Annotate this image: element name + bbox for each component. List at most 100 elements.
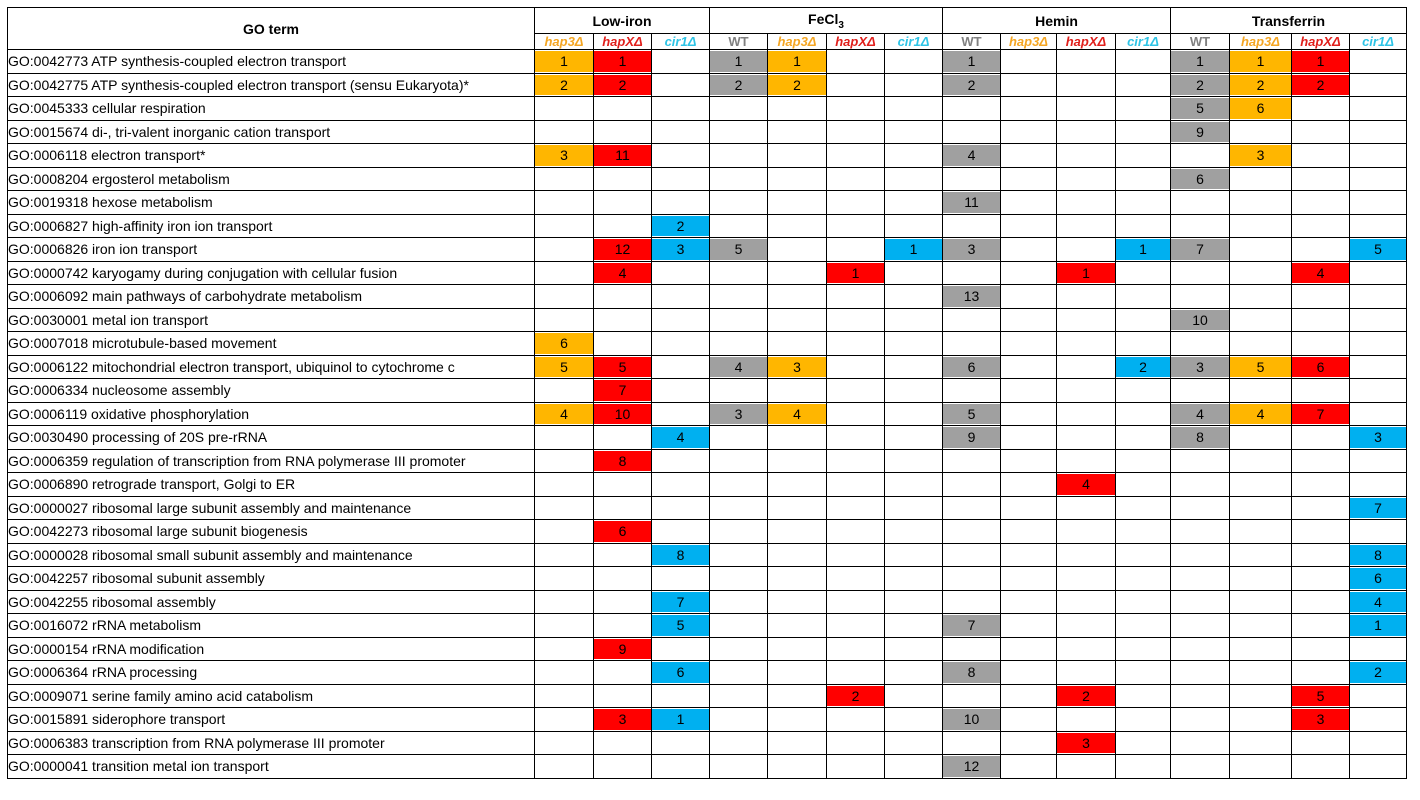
rank-cell (1056, 49, 1116, 74)
rank-cell (826, 237, 885, 262)
rank-cell (534, 378, 594, 403)
rank-cell (1056, 566, 1116, 591)
rank-cell (826, 307, 885, 332)
rank-cell (651, 754, 710, 779)
rank-cell (1056, 448, 1116, 473)
table-row: GO:0006383 transcription from RNA polyme… (7, 730, 1407, 755)
rank-cell (534, 636, 594, 661)
rank-mark-cir1: 2 (652, 215, 709, 236)
rank-cell: 4 (1229, 401, 1292, 426)
go-term-label: GO:0000041 transition metal ion transpor… (7, 754, 535, 779)
rank-cell: 6 (1291, 354, 1350, 379)
rank-cell (534, 707, 594, 732)
rank-cell (1056, 213, 1116, 238)
rank-cell: 10 (1170, 307, 1230, 332)
rank-cell (942, 166, 1001, 191)
rank-cell: 6 (651, 660, 710, 685)
rank-cell (767, 636, 827, 661)
rank-cell: 5 (593, 354, 652, 379)
rank-cell (942, 683, 1001, 708)
rank-mark-wt: 9 (943, 427, 1000, 448)
rank-cell (1000, 636, 1057, 661)
rank-cell (534, 613, 594, 638)
rank-cell: 12 (593, 237, 652, 262)
rank-mark-cir1: 8 (652, 544, 709, 565)
rank-cell (709, 542, 768, 567)
table-row: GO:0016072 rRNA metabolism 5 7 1 (7, 613, 1407, 638)
rank-cell (651, 519, 710, 544)
rank-cell (826, 519, 885, 544)
rank-cell (1056, 190, 1116, 215)
rank-mark-cir1: 1 (1116, 239, 1170, 260)
table-row: GO:0009071 serine family amino acid cata… (7, 683, 1407, 708)
strain-header-fecl3-hap3: hap3Δ (767, 33, 827, 50)
rank-mark-hapx: 4 (1292, 262, 1349, 283)
rank-cell (767, 566, 827, 591)
rank-cell (884, 425, 943, 450)
go-term-label: GO:0042773 ATP synthesis-coupled electro… (7, 49, 535, 74)
rank-cell (767, 754, 827, 779)
condition-header-hemin: Hemin (942, 7, 1171, 34)
rank-cell (884, 143, 943, 168)
rank-mark-cir1: 1 (885, 239, 942, 260)
strain-header-lowiron-cir1: cir1Δ (651, 33, 710, 50)
rank-cell (534, 495, 594, 520)
rank-cell: 2 (1349, 660, 1407, 685)
rank-mark-wt: 10 (1171, 309, 1229, 330)
rank-cell: 1 (1170, 49, 1230, 74)
rank-cell (767, 96, 827, 121)
rank-mark-hapx: 3 (1292, 709, 1349, 730)
rank-cell (1291, 754, 1350, 779)
rank-cell (942, 96, 1001, 121)
rank-cell (709, 495, 768, 520)
rank-cell (1170, 707, 1230, 732)
go-term-label: GO:0042255 ribosomal assembly (7, 589, 535, 614)
rank-cell (1115, 190, 1171, 215)
rank-cell (884, 354, 943, 379)
rank-cell (1349, 166, 1407, 191)
rank-cell (1056, 166, 1116, 191)
rank-cell (826, 143, 885, 168)
rank-cell (651, 96, 710, 121)
rank-cell: 2 (534, 72, 594, 97)
rank-cell (1056, 425, 1116, 450)
rank-cell (709, 331, 768, 356)
rank-cell: 7 (1291, 401, 1350, 426)
rank-cell (593, 495, 652, 520)
rank-cell (884, 190, 943, 215)
rank-cell: 3 (593, 707, 652, 732)
rank-cell (884, 636, 943, 661)
rank-cell (767, 331, 827, 356)
rank-mark-hapx: 2 (827, 685, 884, 706)
rank-cell (1000, 213, 1057, 238)
table-row: GO:0006827 high-affinity iron ion transp… (7, 213, 1407, 238)
rank-cell (1349, 683, 1407, 708)
rank-cell (1291, 589, 1350, 614)
rank-cell: 8 (651, 542, 710, 567)
rank-cell (1229, 119, 1292, 144)
rank-cell (1000, 166, 1057, 191)
rank-cell: 10 (942, 707, 1001, 732)
table-row: GO:0006092 main pathways of carbohydrate… (7, 284, 1407, 309)
rank-cell (1056, 378, 1116, 403)
rank-cell (767, 542, 827, 567)
rank-mark-wt: 2 (710, 74, 767, 95)
rank-cell (651, 166, 710, 191)
rank-cell (534, 660, 594, 685)
rank-cell (593, 730, 652, 755)
rank-cell: 2 (1115, 354, 1171, 379)
condition-header-fecl3: FeCl3 (709, 7, 943, 34)
rank-cell (767, 284, 827, 309)
rank-mark-wt: 9 (1171, 121, 1229, 142)
rank-cell (1056, 119, 1116, 144)
rank-mark-hap3: 6 (535, 333, 593, 354)
rank-cell (709, 425, 768, 450)
rank-mark-hap3: 5 (1230, 356, 1291, 377)
rank-cell: 6 (593, 519, 652, 544)
rank-cell (826, 636, 885, 661)
rank-mark-hapx: 7 (1292, 403, 1349, 424)
rank-mark-hap3: 4 (1230, 403, 1291, 424)
rank-cell: 1 (767, 49, 827, 74)
rank-mark-cir1: 3 (1350, 427, 1406, 448)
rank-cell (534, 166, 594, 191)
